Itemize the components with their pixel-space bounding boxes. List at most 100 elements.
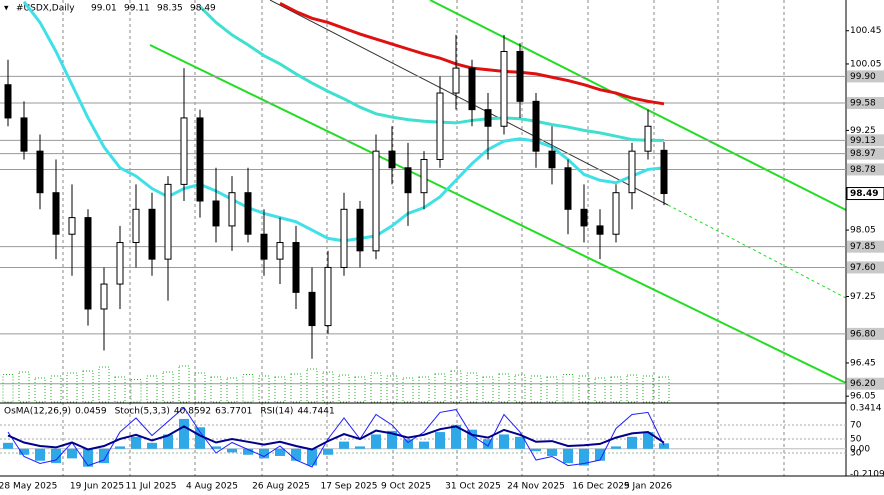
indicator-name: RSI(14) (260, 407, 293, 417)
candle-body (372, 150, 380, 252)
osma-bar (259, 448, 269, 459)
osma-bar (163, 434, 173, 449)
candle-body (68, 217, 76, 235)
candle-body (180, 117, 188, 185)
candle-body (516, 50, 524, 102)
volume-bar (2, 374, 14, 403)
osc-tick-label: 70 (850, 421, 862, 431)
volume-bar (306, 368, 318, 403)
candle-body (532, 100, 540, 152)
candle-body (356, 208, 364, 252)
level-label: 98.78 (850, 165, 876, 175)
osma-bar (515, 436, 525, 449)
level-label: 98.97 (850, 149, 876, 159)
candle-body (596, 225, 604, 235)
y-tick-label: 99.25 (850, 126, 876, 136)
osma-bar (179, 418, 189, 449)
indicator-reading: 40.8592 (174, 407, 211, 417)
osma-bar (131, 436, 141, 449)
osma-bar (547, 448, 557, 456)
header-ohlc: 98.35 (157, 4, 183, 14)
volume-bar (322, 371, 334, 403)
candle-body (468, 67, 476, 111)
level-label-box (847, 327, 884, 340)
level-label-box (847, 240, 884, 253)
volume-bar (626, 374, 638, 403)
candle-body (276, 242, 284, 260)
osc-tick-label: 50 (850, 435, 862, 445)
volume-bar (530, 375, 542, 403)
osma-bar (19, 448, 29, 455)
header-ohlc: 98.49 (190, 4, 216, 14)
indicator-reading: 44.7441 (297, 407, 334, 417)
osma-bar (227, 448, 237, 453)
candle-body (660, 149, 668, 195)
level-label-box (847, 377, 884, 390)
candle-body (340, 208, 348, 268)
candle-body (452, 67, 460, 94)
volume-bar (546, 376, 558, 403)
volume-bar (482, 376, 494, 403)
osma-bar (211, 446, 221, 449)
header-ohlc: 99.11 (124, 4, 150, 14)
osma-bar (323, 448, 333, 455)
volume-bar (370, 372, 382, 403)
level-label: 99.90 (850, 72, 876, 82)
x-tick-label: 28 May 2025 (0, 482, 57, 492)
candle-body (580, 208, 588, 227)
level-label-box (847, 163, 884, 176)
candle-body (404, 167, 412, 194)
osma-bar (35, 448, 45, 461)
osma-bar (339, 441, 349, 449)
volume-bar (562, 374, 574, 403)
osma-bar (451, 424, 461, 449)
osma-bar (531, 448, 541, 452)
candle-body (436, 92, 444, 160)
level-label-box (847, 134, 884, 147)
indicator-name: OsMA(12,26,9) (4, 407, 71, 417)
rsi-line (7, 425, 665, 451)
osma-bar (611, 446, 621, 449)
x-tick-label: 31 Oct 2025 (445, 482, 501, 492)
stoch-line (7, 406, 665, 468)
level-label: 97.85 (850, 242, 876, 252)
candle-body (292, 242, 300, 293)
volume-bar (258, 375, 270, 403)
level-label: 96.80 (850, 329, 876, 339)
header-ohlc: 99.01 (91, 4, 117, 14)
moving-average (198, 5, 664, 142)
level-label: 96.20 (850, 379, 876, 389)
indicator-reading: 63.7701 (215, 407, 252, 417)
level-label-box (847, 70, 884, 83)
price-label-box (846, 187, 884, 201)
x-tick-label: 26 Aug 2025 (252, 482, 310, 492)
candle-body (420, 158, 428, 194)
y2-limit-label: -0.2109 (850, 470, 884, 480)
volume-bar (658, 376, 670, 403)
osma-bar (67, 448, 77, 459)
osma-bar (355, 446, 365, 449)
candle-body (228, 192, 236, 227)
volume-bar (34, 377, 46, 403)
volume-bar (514, 374, 526, 403)
candle-body (116, 242, 124, 285)
candle-body (148, 208, 156, 260)
symbol-title: #USDX,Daily (16, 4, 75, 14)
osma-bar (275, 448, 285, 456)
volume-bar (226, 377, 238, 403)
volume-bar (498, 373, 510, 403)
x-tick-label: 4 Aug 2025 (186, 482, 238, 492)
volume-bar (18, 371, 30, 403)
x-tick-label: 17 Sep 2025 (320, 482, 377, 492)
volume-bar (290, 373, 302, 403)
indicator-reading: 0.0459 (75, 407, 107, 417)
candle-body (52, 192, 60, 235)
osma-bar (371, 434, 381, 449)
osma-bar (99, 448, 109, 464)
candle-body (196, 117, 204, 202)
candle-body (324, 266, 332, 327)
volume-bar (130, 379, 142, 403)
osma-bar (147, 442, 157, 449)
level-label: 99.58 (850, 98, 876, 108)
